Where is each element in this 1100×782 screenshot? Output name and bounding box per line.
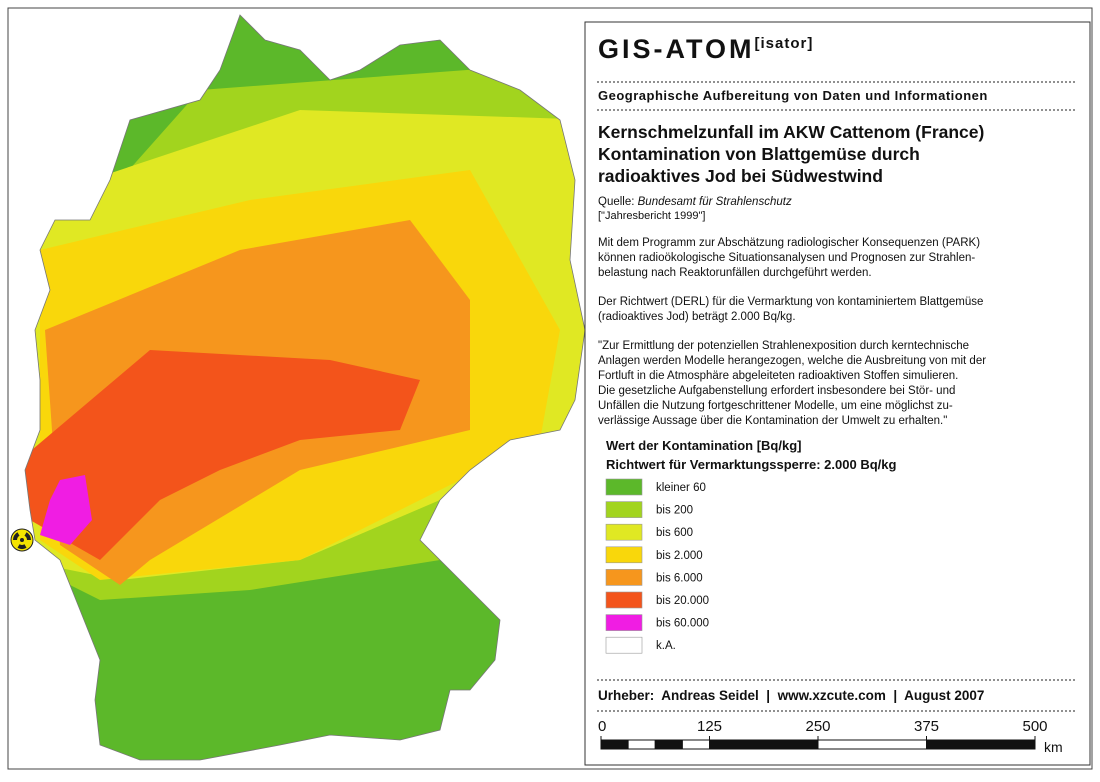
scale-label: 125 xyxy=(697,718,722,735)
legend-swatch xyxy=(605,523,643,541)
region xyxy=(40,475,92,545)
paragraph-line: Die gesetzliche Aufgabenstellung erforde… xyxy=(598,385,955,397)
legend-label: bis 20.000 xyxy=(656,595,709,607)
legend-label: bis 6.000 xyxy=(656,572,703,584)
map-title: radioaktives Jod bei Südwestwind xyxy=(598,166,883,186)
paragraph-line: belastung nach Reaktorunfällen durchgefü… xyxy=(598,267,872,279)
legend-label: bis 2.000 xyxy=(656,550,703,562)
subtitle: Geographische Aufbereitung von Daten und… xyxy=(598,88,988,103)
scale-segment xyxy=(709,739,819,750)
map-title: Kernschmelzunfall im AKW Cattenom (Franc… xyxy=(598,122,984,142)
paragraph-line: Anlagen werden Modelle herangezogen, wel… xyxy=(598,355,986,367)
scale-label: 500 xyxy=(1022,718,1047,735)
scale-segment xyxy=(681,739,710,750)
scale-unit: km xyxy=(1044,739,1063,755)
legend-swatch xyxy=(605,591,643,609)
paragraph-line: können radioökologische Situationsanalys… xyxy=(598,252,975,264)
legend-label: k.A. xyxy=(656,640,676,652)
legend-subtitle: Richtwert für Vermarktungssperre: 2.000 … xyxy=(606,457,896,472)
map-title: Kontamination von Blattgemüse durch xyxy=(598,144,920,164)
scale-segment xyxy=(627,739,656,750)
reactor-symbol xyxy=(10,528,34,552)
legend: kleiner 60 bis 200 bis 600 bis 2.000 bis 6.0… xyxy=(605,478,709,654)
source-report: ["Jahresbericht 1999"] xyxy=(598,210,705,222)
scale-label: 0 xyxy=(598,718,606,735)
legend-title: Wert der Kontamination [Bq/kg] xyxy=(606,438,801,453)
legend-swatch xyxy=(605,478,643,496)
region xyxy=(25,350,420,560)
scale-label: 375 xyxy=(914,718,939,735)
title-suffix: [isator] xyxy=(755,35,814,52)
scale-segment xyxy=(817,739,927,750)
legend-label: kleiner 60 xyxy=(656,482,706,494)
paragraph-line: Fortluft in die Atmosphäre abgeleiteten … xyxy=(598,370,958,382)
source-label: Quelle: xyxy=(598,196,634,208)
paragraph-line: Mit dem Programm zur Abschätzung radiolo… xyxy=(598,237,980,249)
scale-segment xyxy=(654,739,683,750)
legend-swatch xyxy=(605,569,643,586)
legend-swatch xyxy=(605,614,643,631)
scale-label: 250 xyxy=(805,718,830,735)
title: GIS-ATOM[isator] xyxy=(598,34,813,64)
scale-bar: 0 125 250 375 500 km xyxy=(598,718,1063,755)
info-panel xyxy=(584,21,1091,766)
source: Quelle: Bundesamt für Strahlenschutz xyxy=(598,196,792,208)
legend-swatch xyxy=(605,546,643,564)
legend-label: bis 200 xyxy=(656,505,693,517)
paragraph-line: "Zur Ermittlung der potenziellen Strahle… xyxy=(598,340,969,352)
paragraph-line: verlässige Aussage über die Kontaminatio… xyxy=(598,415,947,427)
paragraph-line: Unfällen die Nutzung fortgeschrittener M… xyxy=(598,400,953,412)
legend-swatch xyxy=(605,636,643,654)
scale-segment xyxy=(926,739,1036,750)
legend-swatch xyxy=(605,501,643,518)
paragraph-line: (radioaktives Jod) beträgt 2.000 Bq/kg. xyxy=(598,311,796,323)
paragraph-line: Der Richtwert (DERL) für die Vermarktung… xyxy=(598,296,983,308)
title-main: GIS-ATOM xyxy=(598,34,755,64)
source-name: Bundesamt für Strahlenschutz xyxy=(638,196,792,208)
scale-segment xyxy=(600,739,629,750)
footer: Urheber: Andreas Seidel | www.xzcute.com… xyxy=(598,688,984,703)
paragraphs: Mit dem Programm zur Abschätzung radiolo… xyxy=(598,237,986,427)
legend-label: bis 60.000 xyxy=(656,618,709,630)
legend-label: bis 600 xyxy=(656,527,693,539)
